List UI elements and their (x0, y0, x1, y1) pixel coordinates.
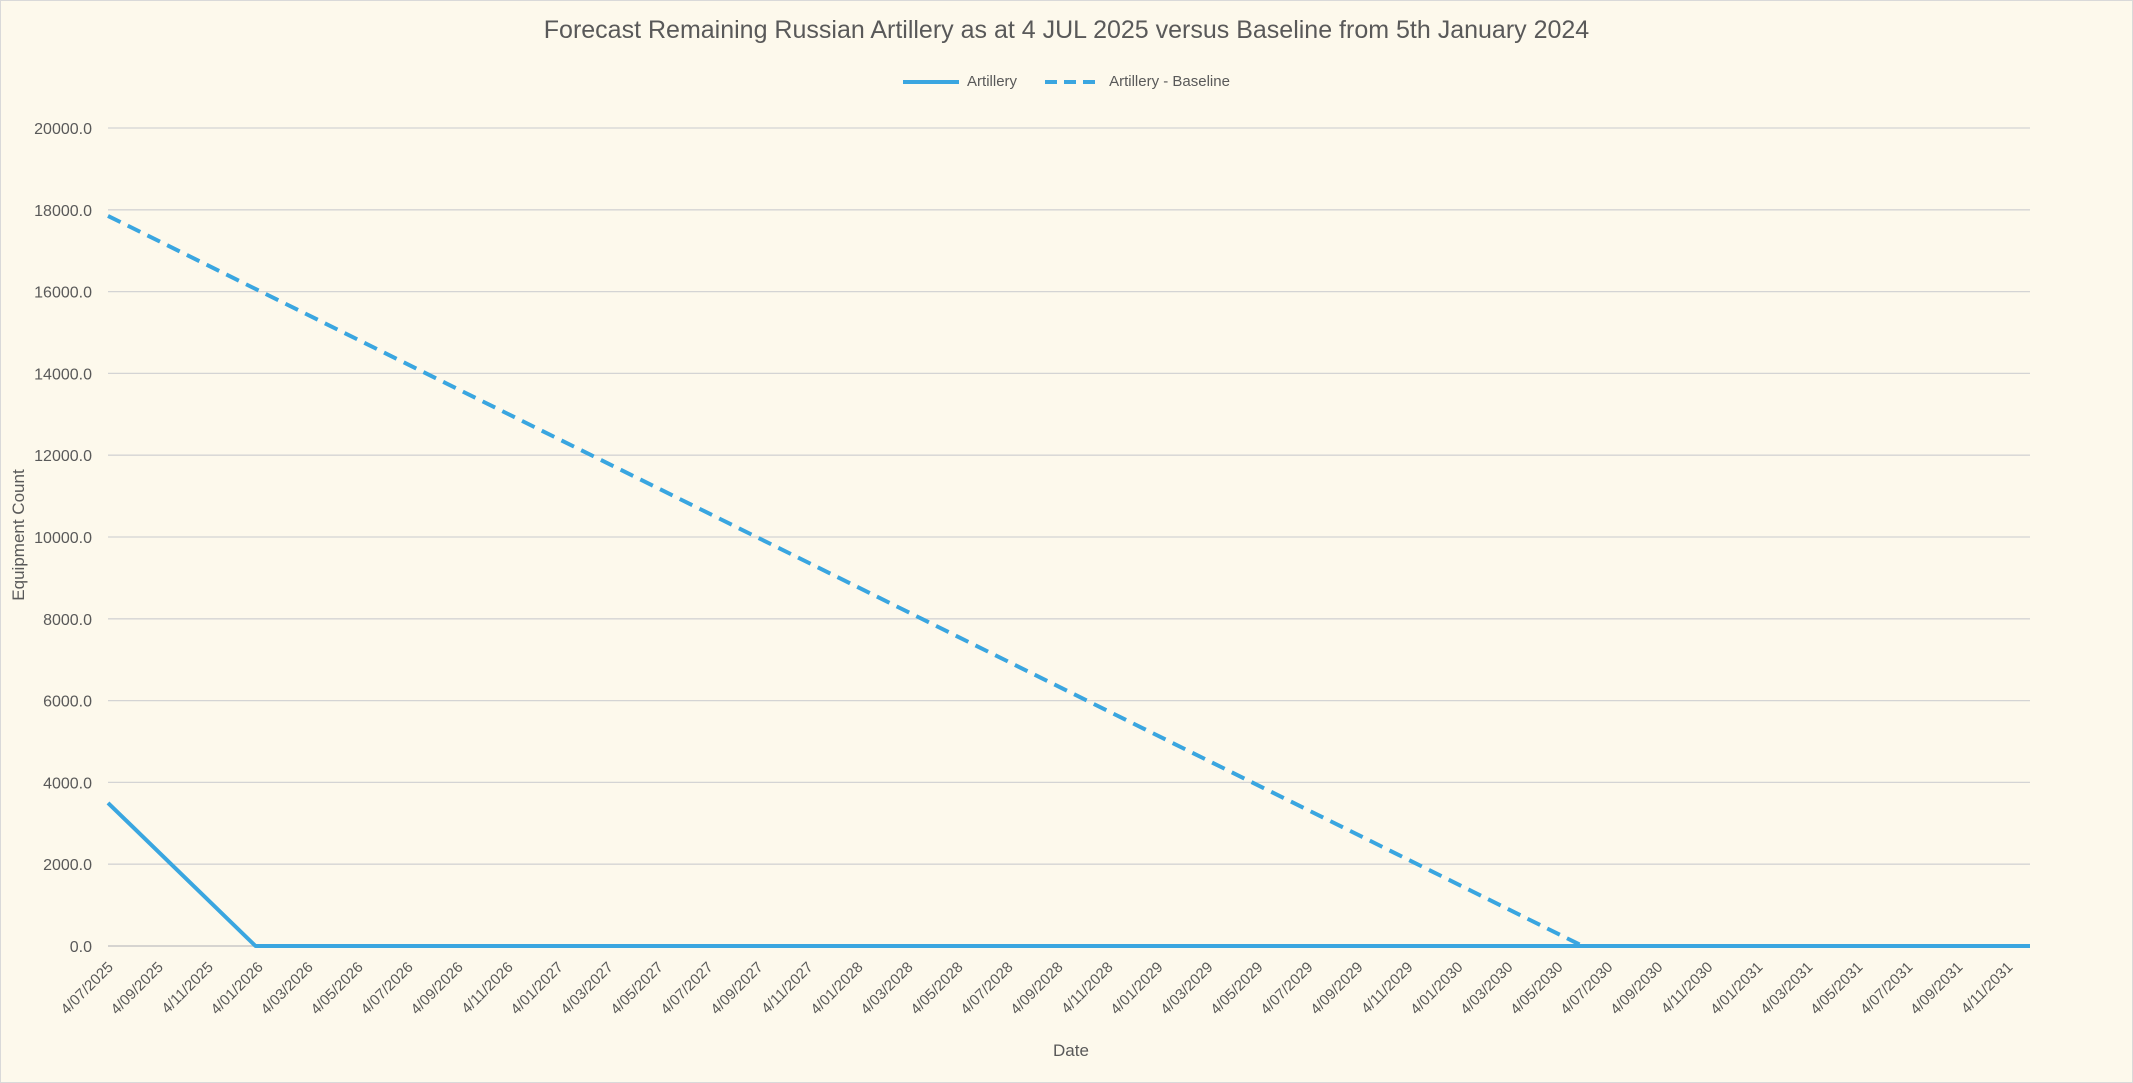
y-tick-label: 4000.0 (43, 775, 92, 792)
chart-title: Forecast Remaining Russian Artillery as … (543, 16, 1590, 44)
legend-swatch-solid (903, 79, 960, 84)
y-tick-label: 2000.0 (43, 857, 92, 874)
x-tick-label: 4/09/2026 (408, 959, 467, 1018)
x-tick-label: 4/01/2029 (1107, 959, 1166, 1018)
series-line-artillery-baseline (107, 214, 2030, 948)
x-tick-label: 4/03/2030 (1457, 959, 1516, 1018)
x-tick-label: 4/07/2027 (657, 959, 716, 1018)
x-tick-label: 4/05/2026 (308, 959, 367, 1018)
x-tick-label: 4/11/2029 (1358, 959, 1416, 1017)
x-tick-label: 4/05/2027 (607, 959, 666, 1018)
x-tick-label: 4/09/2029 (1307, 959, 1366, 1018)
x-tick-label: 4/05/2028 (907, 959, 966, 1018)
legend-label-artillery: Artillery (967, 73, 1018, 90)
x-tick-label: 4/09/2031 (1907, 959, 1966, 1018)
x-tick-label: 4/11/2028 (1058, 959, 1116, 1017)
x-tick-label: 4/09/2027 (707, 959, 766, 1018)
x-tick-label: 4/09/2030 (1607, 959, 1666, 1018)
x-tick-label: 4/01/2030 (1407, 959, 1466, 1018)
legend: Artillery Artillery - Baseline (0, 73, 2133, 90)
x-tick-label: 4/05/2029 (1207, 959, 1266, 1018)
x-tick-label: 4/03/2031 (1757, 959, 1816, 1018)
y-tick-label: 10000.0 (34, 530, 92, 547)
x-tick-label: 4/01/2027 (507, 959, 566, 1018)
x-axis-label: Date (1053, 1041, 1089, 1060)
x-tick-label: 4/03/2029 (1157, 959, 1216, 1018)
y-axis-label: Equipment Count (9, 469, 28, 601)
legend-item-artillery-baseline[interactable]: Artillery - Baseline (1045, 73, 1230, 90)
y-tick-label: 18000.0 (34, 203, 92, 220)
legend-item-artillery[interactable]: Artillery (903, 73, 1017, 90)
x-tick-label: 4/03/2026 (258, 959, 317, 1018)
y-tick-label: 20000.0 (34, 121, 92, 138)
legend-swatch-dashed (1045, 79, 1102, 84)
y-tick-label: 6000.0 (43, 694, 92, 711)
y-tick-label: 0.0 (70, 939, 92, 956)
x-tick-label: 4/03/2028 (857, 959, 916, 1018)
x-tick-label: 4/07/2030 (1557, 959, 1616, 1018)
x-tick-label: 4/11/2027 (758, 959, 816, 1017)
x-tick-label: 4/03/2027 (557, 959, 616, 1018)
x-tick-label: 4/11/2025 (158, 959, 216, 1017)
x-tick-label: 4/07/2029 (1257, 959, 1316, 1018)
x-tick-label: 4/05/2030 (1507, 959, 1566, 1018)
x-tick-label: 4/01/2028 (807, 959, 866, 1018)
series-line-artillery (106, 801, 2030, 948)
x-tick-label: 4/07/2026 (358, 959, 417, 1018)
y-tick-label: 14000.0 (34, 366, 92, 383)
legend-label-artillery-baseline: Artillery - Baseline (1109, 73, 1230, 90)
y-tick-label: 8000.0 (43, 612, 92, 629)
x-tick-label: 4/05/2031 (1807, 959, 1866, 1018)
x-tick-label: 4/09/2025 (108, 959, 167, 1018)
x-tick-label: 4/11/2031 (1958, 959, 2016, 1017)
x-tick-label: 4/09/2028 (1007, 959, 1066, 1018)
x-tick-label: 4/07/2025 (58, 959, 117, 1018)
y-tick-label: 12000.0 (34, 448, 92, 465)
x-tick-label: 4/01/2031 (1707, 959, 1766, 1018)
x-tick-label: 4/01/2026 (208, 959, 267, 1018)
y-tick-label: 16000.0 (34, 285, 92, 302)
x-tick-label: 4/07/2031 (1857, 959, 1916, 1018)
x-tick-label: 4/11/2026 (458, 959, 516, 1017)
x-tick-label: 4/11/2030 (1658, 959, 1716, 1017)
x-tick-label: 4/07/2028 (957, 959, 1016, 1018)
